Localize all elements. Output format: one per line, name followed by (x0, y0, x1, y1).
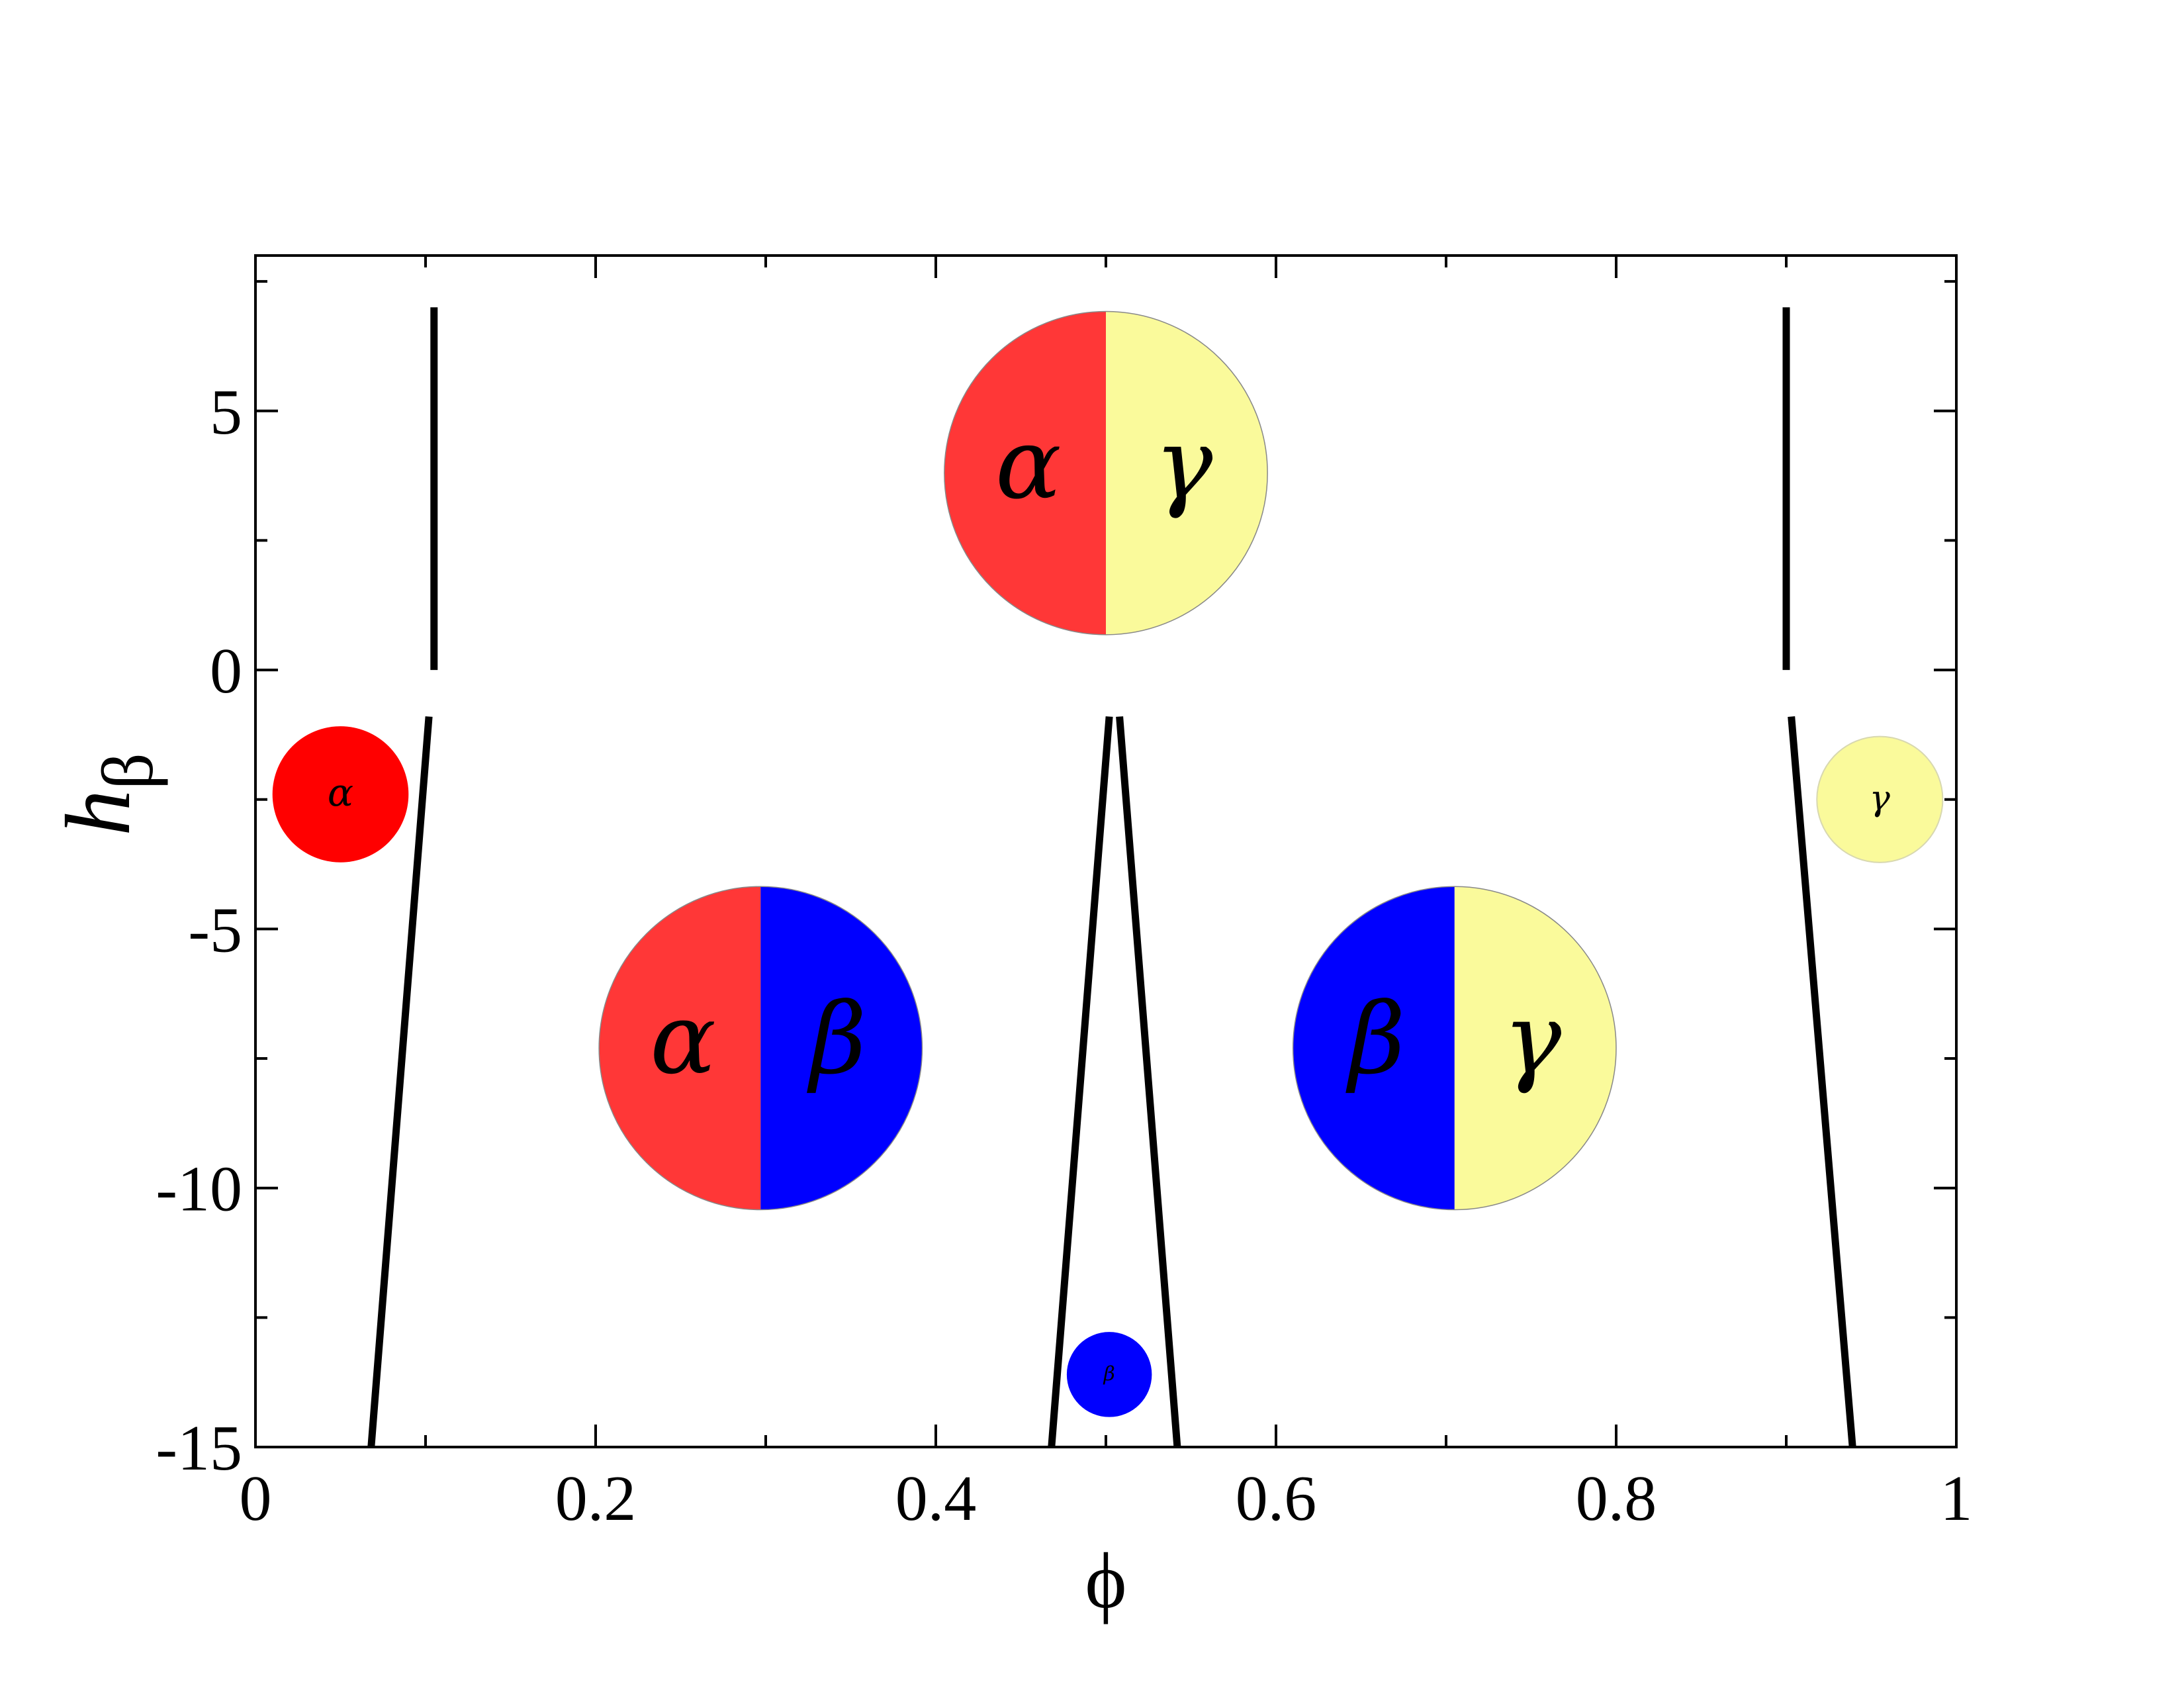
svg-text:hβ: hβ (47, 753, 168, 836)
y-axis-label-main: h (47, 790, 150, 836)
phase-marker: β (1066, 1332, 1152, 1417)
x-tick-label: 0.6 (1236, 1463, 1317, 1534)
x-tick-label: 0 (240, 1463, 272, 1534)
phase-marker-right-half (760, 886, 923, 1210)
phase-label: α (328, 770, 353, 815)
phase-boundary-line (367, 716, 433, 1448)
phase-marker-right-half (1106, 311, 1268, 635)
x-tick-label: 1 (1940, 1463, 1973, 1534)
phase-label-left: α (650, 982, 716, 1096)
x-axis-label: ϕ (1085, 1536, 1126, 1624)
phase-marker: γ (1816, 735, 1944, 863)
y-tick-label: -5 (188, 894, 242, 966)
phase-marker-disc (1816, 735, 1944, 863)
phase-marker-outline (1292, 886, 1617, 1211)
phase-label-right: γ (1154, 407, 1213, 521)
y-tick-label: 0 (210, 635, 242, 707)
axis-ticks: 0 0.2 0.4 0.6 0.8 1 5 0 -5 -10 -15 (156, 256, 1973, 1534)
phase-marker-right-half (1454, 886, 1616, 1210)
phase-boundary-line (1116, 716, 1181, 1448)
phase-marker-left-half (944, 311, 1106, 635)
phase-marker-left-half (599, 886, 761, 1210)
phase-label-right: γ (1503, 982, 1562, 1096)
phase-label: β (1103, 1362, 1115, 1385)
phase-marker-left-half (1293, 886, 1455, 1210)
y-axis-label-sub: β (87, 753, 168, 790)
y-axis-label: hβ (47, 753, 168, 836)
x-tick-label: 0.8 (1576, 1463, 1657, 1534)
phase-marker: α (272, 726, 409, 863)
phase-boundaries (367, 307, 1856, 1448)
y-tick-label: -10 (156, 1154, 242, 1225)
y-tick-label: 5 (210, 377, 242, 448)
phase-label-right: β (807, 982, 867, 1096)
phase-label-left: α (995, 407, 1062, 521)
phase-marker-outline (944, 310, 1268, 635)
phase-label: γ (1870, 778, 1891, 818)
phase-boundary-line (1788, 716, 1856, 1448)
x-tick-label: 0.4 (895, 1463, 977, 1534)
phase-marker-disc (272, 726, 409, 863)
phase-boundary-line (1048, 716, 1113, 1448)
x-tick-label: 0.2 (555, 1463, 637, 1534)
phase-marker-disc (1066, 1332, 1152, 1417)
y-tick-label: -15 (156, 1413, 242, 1484)
phase-label-left: β (1345, 982, 1406, 1096)
phase-marker-outline (598, 886, 923, 1211)
